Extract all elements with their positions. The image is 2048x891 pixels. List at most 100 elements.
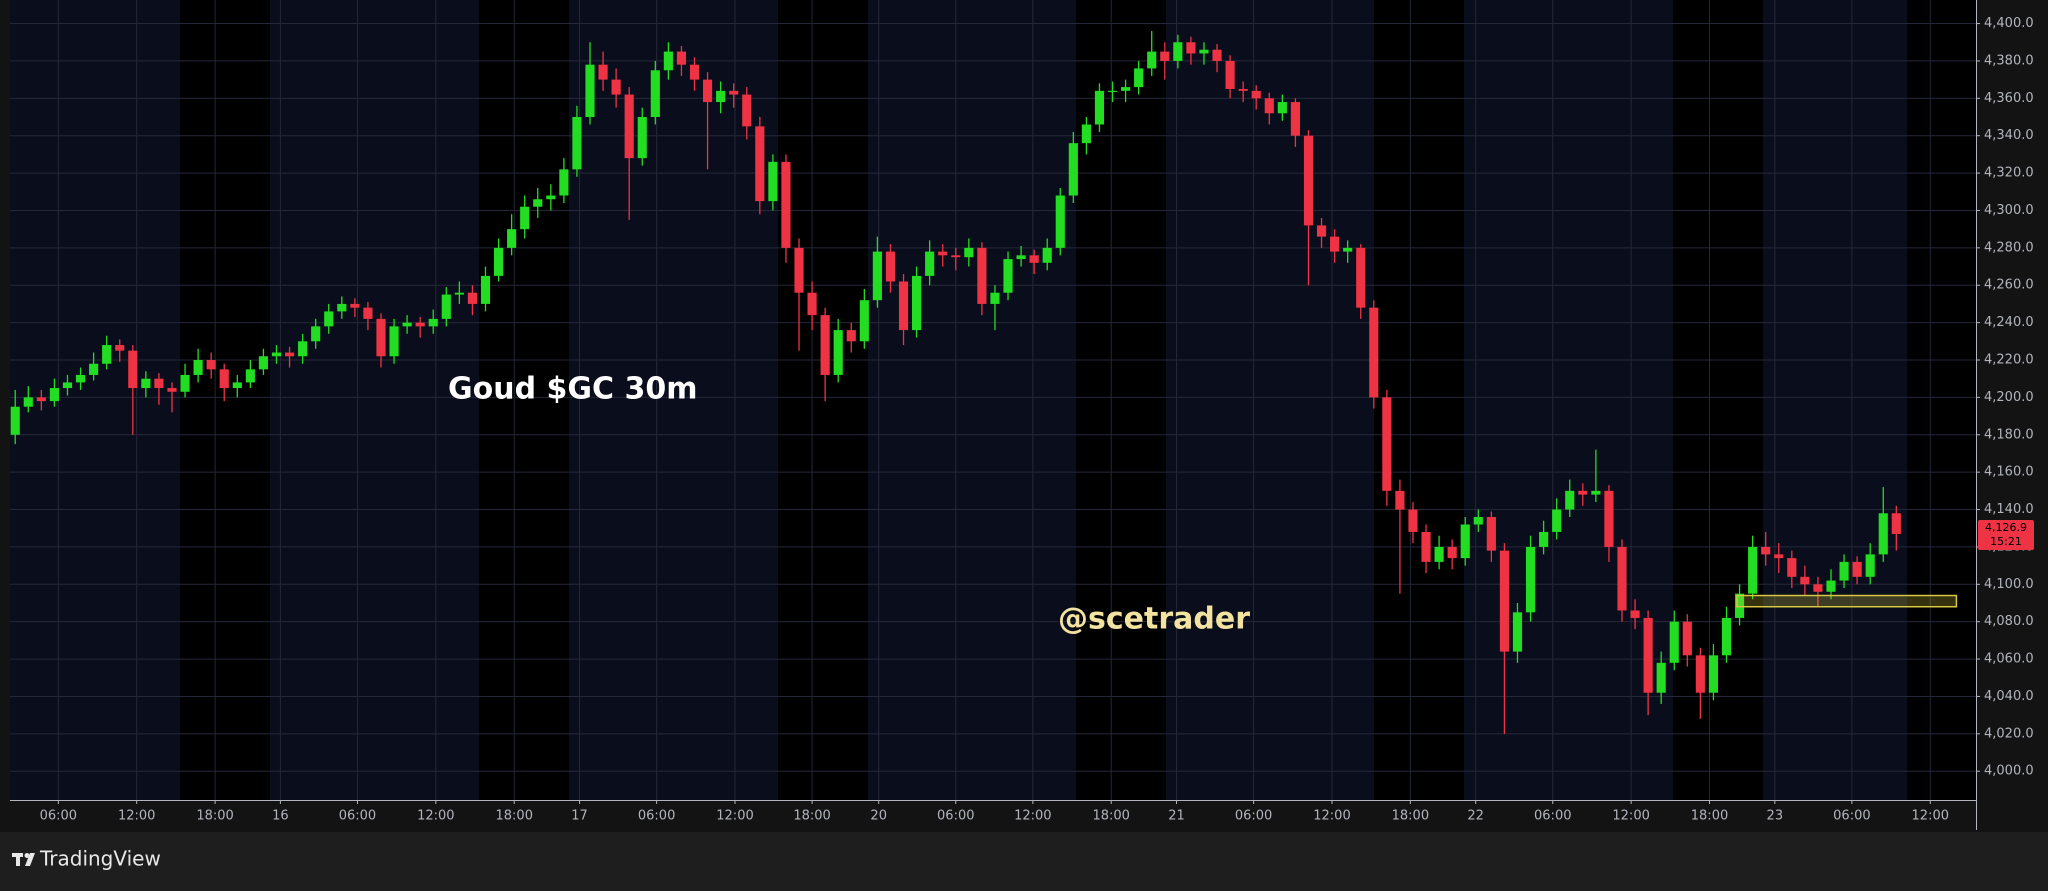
candle-body	[1878, 513, 1888, 555]
candle-body	[1434, 546, 1444, 562]
candle-body	[1813, 584, 1823, 592]
candle-body	[1512, 612, 1523, 652]
candle-body	[1578, 490, 1588, 495]
candle-body	[768, 161, 778, 202]
candle-body	[363, 307, 373, 319]
y-tick-label: 4,220.0	[1984, 353, 2034, 368]
candle-body	[1094, 90, 1105, 125]
candle-body	[49, 388, 59, 402]
candle-body	[1734, 593, 1745, 618]
y-tick-label: 4,020.0	[1984, 726, 2034, 741]
y-tick-label: 4,180.0	[1984, 427, 2034, 442]
candle-body	[1147, 51, 1157, 69]
candle-body	[1081, 124, 1091, 144]
candle-body	[1238, 88, 1248, 91]
candle-body	[311, 326, 321, 342]
candle-body	[507, 229, 517, 248]
brand-logo	[12, 853, 35, 866]
candle-body	[794, 247, 804, 293]
candle-body	[637, 117, 647, 159]
candle-body	[546, 195, 556, 200]
x-tick-label: 23	[1767, 809, 1784, 824]
y-tick-label: 4,240.0	[1984, 315, 2034, 330]
candle-body	[650, 70, 660, 118]
candle-body	[1225, 60, 1235, 89]
candle-body	[833, 330, 843, 375]
x-tick-label: 12:00	[716, 809, 753, 824]
x-tick-label: 12:00	[1612, 809, 1649, 824]
candle-body	[1330, 236, 1340, 252]
candle-body	[324, 311, 334, 327]
x-tick-label: 16	[272, 809, 289, 824]
candle-body	[559, 169, 569, 196]
candle-body	[611, 79, 621, 95]
x-tick-label: 06:00	[638, 809, 675, 824]
candle-body	[219, 369, 229, 389]
candle-body	[872, 251, 882, 301]
candle-body	[624, 94, 634, 159]
candle-body	[1421, 531, 1431, 562]
candle-body	[1525, 546, 1536, 613]
x-tick-label: 22	[1467, 809, 1484, 824]
candle-body	[36, 397, 46, 402]
y-tick-label: 4,040.0	[1984, 689, 2034, 704]
y-tick-label: 4,060.0	[1984, 652, 2034, 667]
candle-body	[115, 345, 125, 351]
candle-body	[689, 64, 700, 80]
x-tick-label: 12:00	[118, 809, 155, 824]
candle-body	[1695, 655, 1705, 693]
candle-body	[350, 303, 360, 308]
candle-body	[480, 275, 491, 304]
candle-body	[1630, 610, 1640, 618]
candle-body	[454, 292, 464, 295]
candle-body	[23, 397, 33, 407]
y-tick-label: 4,000.0	[1984, 764, 2034, 779]
brand: TradingView	[39, 847, 161, 871]
y-tick-label: 4,200.0	[1984, 390, 2034, 405]
candle-body	[1669, 621, 1679, 663]
candle-body	[977, 247, 987, 304]
candle-body	[415, 322, 425, 327]
candle-body	[1539, 531, 1549, 547]
candle-body	[284, 352, 295, 357]
y-tick-label: 4,100.0	[1984, 577, 2034, 592]
candle-body	[1708, 655, 1719, 693]
candle-body	[193, 360, 203, 375]
candle-body	[62, 382, 73, 389]
candle-body	[1460, 524, 1470, 559]
candle-body	[1748, 546, 1758, 594]
x-tick-label: 18:00	[1392, 809, 1429, 824]
candle-body	[663, 51, 673, 71]
y-tick-label: 4,260.0	[1984, 278, 2034, 293]
y-tick-label: 4,320.0	[1984, 166, 2034, 181]
x-tick-label: 12:00	[1313, 809, 1350, 824]
countdown: 15:21	[1990, 535, 2022, 548]
candle-body	[572, 117, 582, 170]
candle-body	[1721, 617, 1732, 656]
candle-body	[1656, 662, 1666, 693]
candle-body	[1787, 558, 1797, 577]
candle-body	[180, 374, 190, 392]
candle-body	[1160, 51, 1170, 61]
x-tick-label: 18:00	[793, 809, 830, 824]
candle-body	[1134, 68, 1144, 88]
x-tick-label: 06:00	[1833, 809, 1870, 824]
candle-body	[1382, 397, 1392, 491]
candle-body	[702, 79, 713, 103]
candle-body	[389, 326, 399, 357]
candle-body	[820, 315, 830, 375]
candle-body	[742, 94, 752, 127]
x-tick-label: 17	[571, 809, 588, 824]
x-tick-label: 18:00	[1092, 809, 1129, 824]
candle-body	[598, 64, 608, 80]
candle-body	[912, 275, 922, 331]
zone	[1736, 594, 1958, 608]
x-tick-label: 12:00	[1014, 809, 1051, 824]
x-tick-label: 12:00	[417, 809, 454, 824]
candle-body	[1682, 621, 1692, 656]
candle-body	[1264, 98, 1274, 114]
candle-body	[1029, 255, 1039, 263]
candle-body	[964, 247, 974, 258]
candle-body	[1343, 247, 1353, 252]
y-tick-label: 4,340.0	[1984, 128, 2034, 143]
